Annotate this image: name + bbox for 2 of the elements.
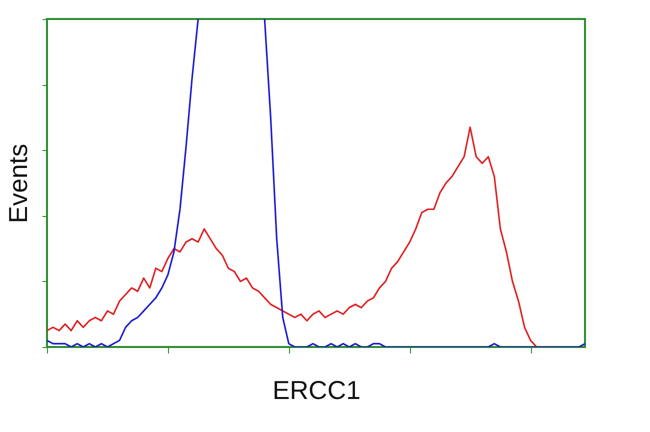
x-axis-title: ERCC1 bbox=[272, 375, 361, 405]
y-axis-title: Events bbox=[3, 144, 33, 224]
